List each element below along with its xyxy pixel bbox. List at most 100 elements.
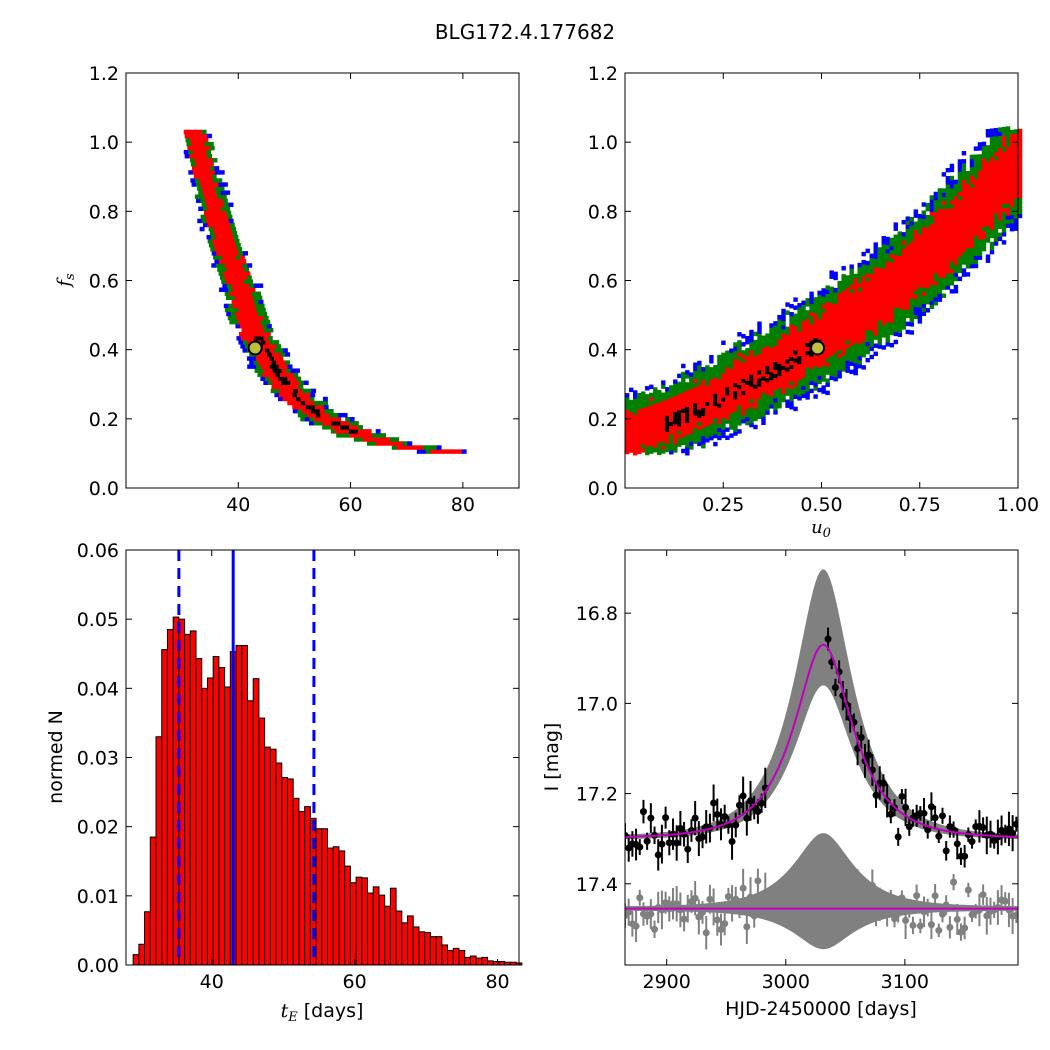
density-cell <box>693 407 698 412</box>
density-cell <box>761 347 766 353</box>
density-cell <box>933 244 939 249</box>
density-cell <box>637 445 642 450</box>
density-cell <box>993 208 999 214</box>
density-cell <box>853 293 858 299</box>
density-cell <box>1013 177 1019 183</box>
density-cell <box>653 431 658 437</box>
density-cell <box>1013 165 1019 171</box>
density-cell <box>673 427 678 433</box>
density-cell <box>809 295 814 301</box>
density-cell <box>693 419 698 424</box>
density-cell <box>973 186 979 192</box>
density-cell <box>765 402 770 407</box>
density-cell <box>909 322 915 327</box>
density-cell <box>977 231 983 236</box>
density-cell <box>865 297 870 302</box>
density-cell <box>805 322 810 327</box>
density-cell <box>255 356 261 361</box>
density-cell <box>849 321 854 326</box>
density-cell <box>637 405 642 410</box>
density-cell <box>797 343 802 348</box>
density-cell <box>665 427 670 432</box>
density-cell <box>226 243 232 248</box>
density-cell <box>246 287 251 292</box>
density-cell <box>689 404 694 410</box>
density-cell <box>206 170 212 175</box>
density-cell <box>977 198 983 204</box>
density-cell <box>649 429 654 434</box>
density-cell <box>889 322 894 328</box>
density-cell <box>969 223 975 228</box>
density-cell <box>793 370 798 375</box>
density-cell <box>1013 189 1019 195</box>
density-cell <box>741 370 746 375</box>
density-cell <box>637 413 642 418</box>
density-cell <box>945 204 951 209</box>
density-cell <box>865 313 870 318</box>
density-cell <box>905 289 911 294</box>
density-cell <box>737 380 742 386</box>
density-cell <box>797 392 802 397</box>
density-cell <box>833 376 838 382</box>
residual-point <box>927 921 935 929</box>
density-cell <box>945 256 951 262</box>
density-cell <box>997 232 1003 238</box>
density-cell <box>825 390 830 396</box>
density-cell <box>250 327 256 333</box>
density-cell <box>861 288 866 293</box>
density-cell <box>713 413 718 419</box>
density-cell <box>210 170 216 175</box>
density-cell <box>981 202 987 207</box>
density-cell <box>853 326 858 331</box>
density-cell <box>917 294 923 300</box>
density-cell <box>685 374 690 379</box>
density-cell <box>189 153 195 159</box>
density-cell <box>1017 161 1023 166</box>
density-cell <box>849 325 854 330</box>
density-cell <box>865 329 870 335</box>
density-cell <box>869 298 874 303</box>
density-cell <box>729 360 734 366</box>
density-cell <box>897 328 902 333</box>
density-cell <box>969 182 975 188</box>
density-cell <box>909 285 915 291</box>
density-cell <box>1001 159 1007 164</box>
density-cell <box>973 158 979 163</box>
density-cell <box>765 406 770 411</box>
density-cell <box>781 324 786 330</box>
density-cell <box>957 211 963 217</box>
density-cell <box>673 387 678 392</box>
density-cell <box>633 410 638 415</box>
density-cell <box>869 302 874 307</box>
density-cell <box>296 392 302 398</box>
density-cell <box>937 188 943 193</box>
density-cell <box>849 312 854 318</box>
density-cell <box>861 259 866 265</box>
density-cell <box>256 332 262 337</box>
density-cell <box>965 219 971 225</box>
density-cell <box>913 209 919 214</box>
density-cell <box>199 194 205 199</box>
density-cell <box>809 352 814 357</box>
density-cell <box>733 398 738 404</box>
density-cell <box>219 287 224 292</box>
density-cell <box>709 371 714 376</box>
density-cell <box>945 236 951 242</box>
density-cell <box>837 345 842 351</box>
density-cell <box>973 178 979 184</box>
density-cell <box>210 247 216 252</box>
density-cell <box>242 275 248 280</box>
density-cell <box>258 336 264 341</box>
density-cell <box>857 343 862 349</box>
density-cell <box>745 420 750 426</box>
density-cell <box>315 408 321 414</box>
density-cell <box>805 370 810 376</box>
density-cell <box>985 133 991 138</box>
residual-point <box>887 895 895 903</box>
density-cell <box>837 333 842 339</box>
density-cell <box>681 392 686 397</box>
density-cell <box>224 291 230 297</box>
density-cell <box>837 325 842 330</box>
density-cell <box>389 441 395 446</box>
density-cell <box>741 410 746 416</box>
